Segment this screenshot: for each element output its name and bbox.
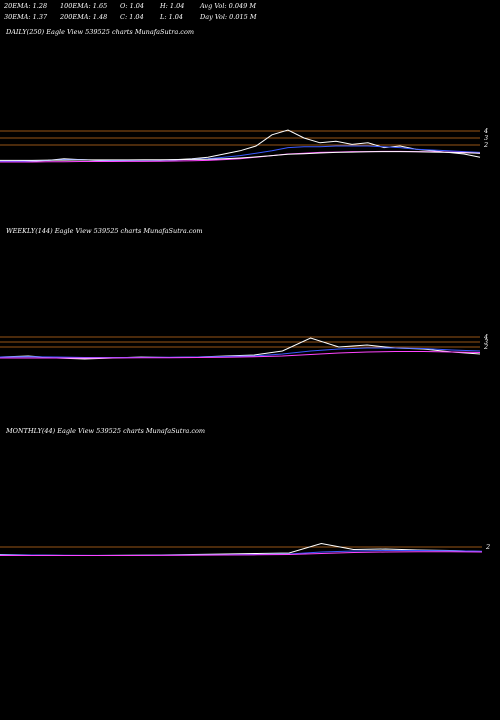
header-high: H: 1.04	[160, 2, 185, 10]
header-30ema: 30EMA: 1.37	[4, 13, 48, 21]
daily-series-3	[0, 151, 481, 161]
weekly-series-2	[0, 351, 481, 359]
daily-tick-3: 3	[484, 134, 488, 142]
weekly-panel-title: WEEKLY(144) Eagle View 539525 charts Mun…	[6, 227, 203, 235]
header-100ema: 100EMA: 1.65	[60, 2, 108, 10]
header-avg-vol: Avg Vol: 0.049 M	[200, 2, 257, 10]
weekly-tick-2: 2	[483, 343, 488, 351]
monthly-tick-2: 2	[485, 543, 490, 551]
weekly-tick-3: 3	[484, 338, 488, 346]
header-200ema: 200EMA: 1.48	[60, 13, 108, 21]
header-20ema: 20EMA: 1.28	[4, 2, 48, 10]
weekly-tick-4: 4	[483, 333, 488, 341]
daily-tick-4: 4	[483, 127, 488, 135]
daily-tick-2: 2	[483, 141, 488, 149]
monthly-chart: 2	[0, 542, 490, 556]
weekly-chart: 432	[0, 333, 488, 360]
monthly-series-2	[0, 551, 483, 556]
daily-panel-title: DAILY(250) Eagle View 539525 charts Muna…	[6, 28, 195, 36]
monthly-panel-title: MONTHLY(44) Eagle View 539525 charts Mun…	[6, 427, 206, 435]
weekly-series-1	[0, 347, 481, 358]
header-low: L: 1.04	[160, 13, 184, 21]
header-close: C: 1.04	[120, 13, 144, 21]
monthly-series-0	[0, 542, 483, 556]
header-open: O: 1.04	[120, 2, 145, 10]
header-day-vol: Day Vol: 0.015 M	[200, 13, 257, 21]
daily-chart: 432	[0, 127, 488, 163]
daily-series-0	[0, 129, 481, 163]
